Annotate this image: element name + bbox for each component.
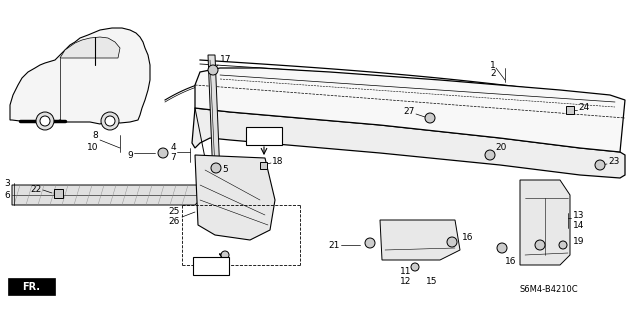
Bar <box>566 106 574 114</box>
Text: 1: 1 <box>490 61 496 70</box>
Polygon shape <box>192 108 625 178</box>
Text: 21: 21 <box>328 241 340 249</box>
Text: 22: 22 <box>31 186 42 195</box>
Polygon shape <box>12 185 205 205</box>
Bar <box>259 161 266 168</box>
Text: B-50: B-50 <box>200 262 223 271</box>
Text: 16: 16 <box>505 257 516 266</box>
Polygon shape <box>380 220 460 260</box>
Text: 12: 12 <box>400 278 412 286</box>
Circle shape <box>559 241 567 249</box>
Polygon shape <box>8 278 55 295</box>
Circle shape <box>425 113 435 123</box>
Text: 8: 8 <box>92 130 98 139</box>
Text: FR.: FR. <box>22 282 40 292</box>
Polygon shape <box>520 180 570 265</box>
Text: 6: 6 <box>4 191 10 201</box>
Circle shape <box>365 238 375 248</box>
Text: 27: 27 <box>404 108 415 116</box>
Text: 2: 2 <box>490 69 495 78</box>
Text: S6M4-B4210C: S6M4-B4210C <box>520 286 579 294</box>
Circle shape <box>595 160 605 170</box>
Circle shape <box>208 65 218 75</box>
Circle shape <box>535 240 545 250</box>
Circle shape <box>497 243 507 253</box>
Polygon shape <box>60 37 120 58</box>
Polygon shape <box>195 68 625 152</box>
FancyBboxPatch shape <box>193 257 229 275</box>
Text: 3: 3 <box>4 179 10 188</box>
Text: 11: 11 <box>400 268 412 277</box>
Circle shape <box>211 163 221 173</box>
Text: 14: 14 <box>573 220 584 229</box>
Text: 18: 18 <box>272 158 284 167</box>
Text: 4: 4 <box>170 144 176 152</box>
Text: 24: 24 <box>578 102 589 112</box>
Polygon shape <box>10 28 150 124</box>
Circle shape <box>485 150 495 160</box>
Text: 13: 13 <box>573 211 584 219</box>
Text: 10: 10 <box>86 144 98 152</box>
Circle shape <box>105 116 115 126</box>
Polygon shape <box>208 55 220 178</box>
Circle shape <box>411 263 419 271</box>
Text: B-50: B-50 <box>253 131 275 140</box>
Text: 5: 5 <box>222 166 228 174</box>
Text: 17: 17 <box>220 56 232 64</box>
Circle shape <box>447 237 457 247</box>
Circle shape <box>158 148 168 158</box>
Text: 9: 9 <box>127 151 133 160</box>
Text: 25: 25 <box>168 207 180 217</box>
Bar <box>54 189 63 197</box>
Text: 16: 16 <box>462 234 474 242</box>
Text: 26: 26 <box>168 218 180 226</box>
Polygon shape <box>195 155 275 240</box>
Circle shape <box>36 112 54 130</box>
Circle shape <box>221 251 229 259</box>
Circle shape <box>101 112 119 130</box>
FancyBboxPatch shape <box>246 127 282 145</box>
Text: 7: 7 <box>170 153 176 162</box>
Text: 15: 15 <box>426 278 438 286</box>
Circle shape <box>40 116 50 126</box>
Text: 19: 19 <box>573 238 584 247</box>
Text: 20: 20 <box>495 144 506 152</box>
Text: 23: 23 <box>608 158 620 167</box>
